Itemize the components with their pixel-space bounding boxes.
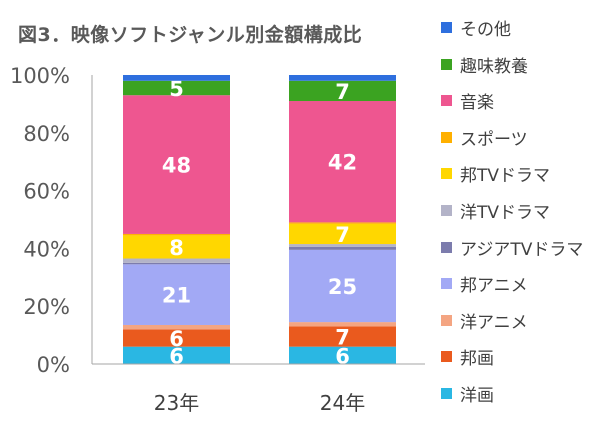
data-label: 6 (169, 327, 184, 351)
y-tick-label: 80% (23, 122, 70, 146)
bar-segment (289, 322, 396, 327)
bar-segment (123, 258, 230, 263)
legend-swatch (441, 58, 452, 70)
bar-segment (289, 223, 396, 245)
legend-swatch (441, 241, 452, 253)
bar-segment (289, 326, 396, 347)
bar-segment (123, 95, 230, 234)
x-tick-label: 24年 (320, 391, 365, 415)
legend-swatch (441, 314, 452, 326)
data-label: 6 (335, 344, 350, 368)
legend-label: 音楽 (460, 93, 494, 114)
bar-segment (289, 75, 396, 81)
bar-segment (123, 75, 230, 81)
legend-label: 邦TVドラマ (460, 166, 551, 187)
bar-segment (289, 249, 396, 323)
data-label: 7 (335, 223, 350, 247)
bar-segment (123, 80, 230, 96)
bar-segment (289, 222, 396, 224)
bar-segment (123, 235, 230, 259)
bar-segment (289, 101, 396, 223)
legend-label: スポーツ (460, 129, 528, 150)
bar-segment (123, 264, 230, 325)
legend-label: その他 (460, 20, 511, 40)
legend-swatch (441, 95, 452, 107)
chart-title: 図3．映像ソフトジャンル別金額構成比 (18, 24, 363, 46)
legend-swatch (441, 278, 452, 290)
bar-segment (289, 346, 396, 364)
bar-segment (123, 262, 230, 265)
data-label: 7 (335, 80, 350, 104)
x-tick-label: 23年 (154, 391, 199, 415)
legend-swatch (441, 204, 452, 216)
legend-label: 邦画 (460, 349, 494, 370)
bar-segment (123, 324, 230, 330)
legend-swatch (441, 22, 452, 33)
legend-swatch (441, 168, 452, 180)
y-tick-label: 100% (10, 64, 70, 88)
legend-label: 洋画 (460, 385, 494, 406)
legend-label: 邦アニメ (460, 276, 528, 297)
legend-swatch (441, 387, 452, 399)
y-tick-label: 0% (37, 353, 70, 377)
bar-segment (289, 244, 396, 247)
legend-swatch (441, 131, 452, 143)
bar-segment (289, 80, 396, 102)
data-label: 21 (162, 284, 191, 308)
y-tick-label: 40% (23, 237, 70, 261)
data-label: 42 (328, 151, 357, 175)
legend-label: 洋TVドラマ (460, 202, 551, 223)
data-label: 25 (328, 275, 357, 299)
data-label: 48 (162, 154, 191, 178)
y-tick-label: 20% (23, 295, 70, 319)
data-label: 6 (169, 344, 184, 368)
data-label: 8 (169, 236, 184, 260)
data-label: 7 (335, 326, 350, 350)
bar-segment (123, 233, 230, 236)
bar-segment (123, 346, 230, 364)
bar-segment (123, 329, 230, 347)
data-label: 5 (169, 77, 184, 101)
legend-label: 洋アニメ (460, 312, 528, 333)
legend-label: アジアTVドラマ (460, 239, 584, 260)
legend-swatch (441, 351, 452, 363)
y-tick-label: 60% (23, 180, 70, 204)
legend-label: 趣味教養 (460, 56, 528, 77)
bar-segment (289, 246, 396, 250)
